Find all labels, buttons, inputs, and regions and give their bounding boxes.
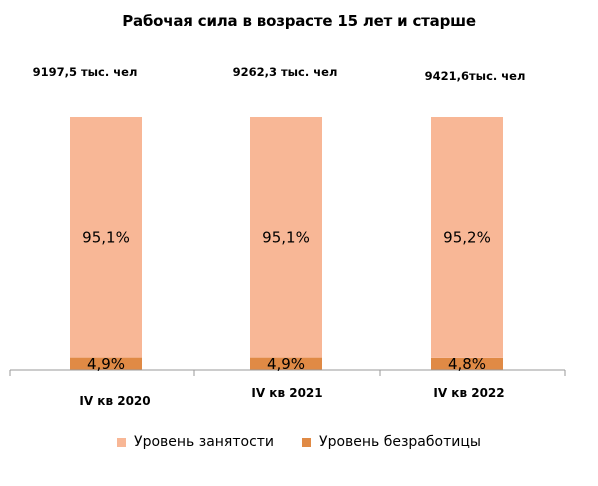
bar-unemployment-0 <box>70 357 142 370</box>
total-label-1: 9262,3 тыс. чел <box>233 65 338 79</box>
data-label-employment-0: 95,1% <box>82 228 130 246</box>
data-label-employment-2: 95,2% <box>443 228 491 246</box>
bar-employment-2 <box>431 117 503 358</box>
category-label-1: IV кв 2021 <box>251 386 322 400</box>
bars-group <box>70 117 503 370</box>
labels-group: 4,9% 95,1% 9197,5 тыс. чел IV кв 2020 4,9% 95… <box>33 65 526 408</box>
chart-title: Рабочая сила в возрасте 15 лет и старше <box>122 12 476 30</box>
category-label-0: IV кв 2020 <box>79 394 150 408</box>
legend-swatch-unemployment <box>302 437 312 447</box>
total-label-2: 9421,6тыс. чел <box>425 69 526 83</box>
data-label-unemployment-0: 4,9% <box>87 355 125 373</box>
bar-unemployment-2 <box>431 357 503 370</box>
total-label-0: 9197,5 тыс. чел <box>33 65 138 79</box>
data-label-employment-1: 95,1% <box>262 228 310 246</box>
legend-item-unemployment: Уровень безработицы <box>302 434 481 450</box>
data-label-unemployment-1: 4,9% <box>267 355 305 373</box>
x-axis-ticks <box>9 370 566 376</box>
data-label-unemployment-2: 4,8% <box>448 355 486 373</box>
legend-label-unemployment: Уровень безработицы <box>319 434 481 450</box>
legend: Уровень занятости Уровень безработицы <box>0 434 598 450</box>
legend-label-employment: Уровень занятости <box>134 434 275 450</box>
bar-unemployment-1 <box>250 357 322 370</box>
bar-employment-0 <box>70 117 142 358</box>
bar-employment-1 <box>250 117 322 358</box>
legend-swatch-employment <box>117 437 127 447</box>
category-label-2: IV кв 2022 <box>433 386 504 400</box>
legend-item-employment: Уровень занятости <box>117 434 274 450</box>
